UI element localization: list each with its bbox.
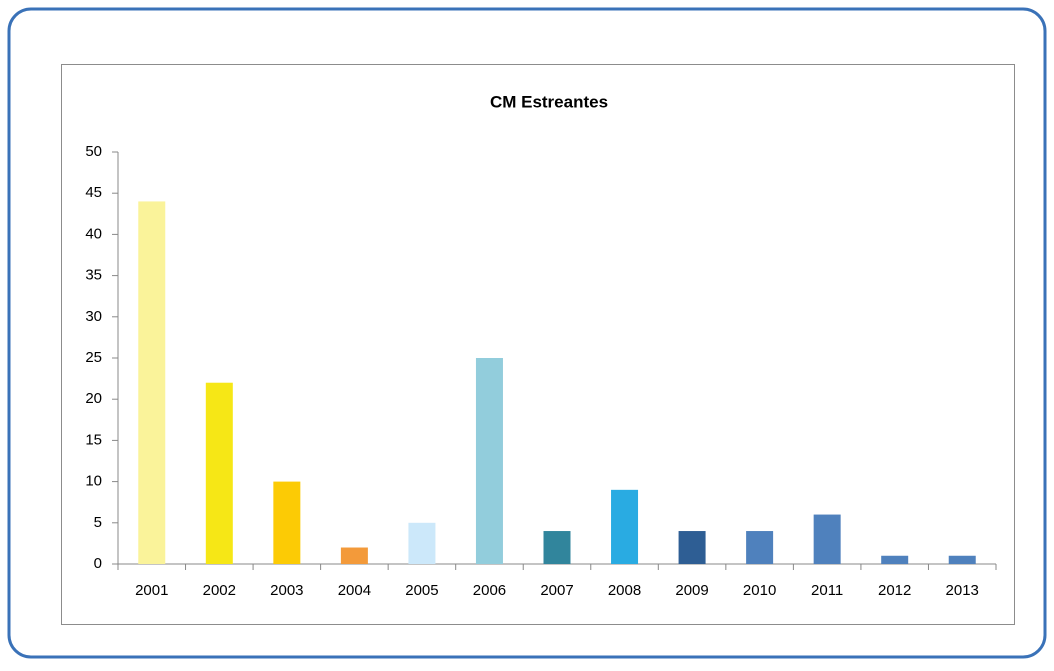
x-tick-label: 2002 (203, 582, 236, 599)
bar (408, 522, 436, 564)
y-tick-label: 40 (85, 225, 102, 242)
x-tick-label: 2005 (405, 582, 438, 599)
y-tick-label: 25 (85, 349, 102, 366)
bar (948, 555, 976, 564)
x-tick-label: 2007 (540, 582, 573, 599)
x-tick-label: 2012 (878, 582, 911, 599)
bar (205, 382, 233, 564)
bar (678, 531, 706, 564)
y-tick-label: 10 (85, 473, 102, 490)
y-tick-label: 20 (85, 390, 102, 407)
bar (543, 531, 571, 564)
y-tick-label: 30 (85, 308, 102, 325)
y-tick-label: 15 (85, 431, 102, 448)
x-tick-label: 2004 (338, 582, 371, 599)
bar (746, 531, 774, 564)
x-tick-label: 2009 (675, 582, 708, 599)
chart-title: CM Estreantes (490, 92, 608, 111)
x-tick-label: 2013 (946, 582, 979, 599)
bar (475, 358, 503, 564)
bar (138, 201, 166, 564)
x-tick-label: 2008 (608, 582, 641, 599)
bar (340, 547, 368, 564)
y-tick-label: 50 (85, 143, 102, 160)
x-tick-label: 2006 (473, 582, 506, 599)
bar (611, 489, 639, 564)
bar (881, 555, 909, 564)
x-tick-label: 2010 (743, 582, 776, 599)
y-tick-label: 0 (94, 555, 102, 572)
x-tick-label: 2001 (135, 582, 168, 599)
bar (813, 514, 841, 564)
x-tick-label: 2011 (811, 582, 843, 599)
y-tick-label: 35 (85, 267, 102, 284)
chart-area (61, 64, 1015, 625)
y-tick-label: 5 (94, 514, 102, 531)
x-tick-label: 2003 (270, 582, 303, 599)
bar (273, 481, 301, 564)
y-tick-label: 45 (85, 184, 102, 201)
